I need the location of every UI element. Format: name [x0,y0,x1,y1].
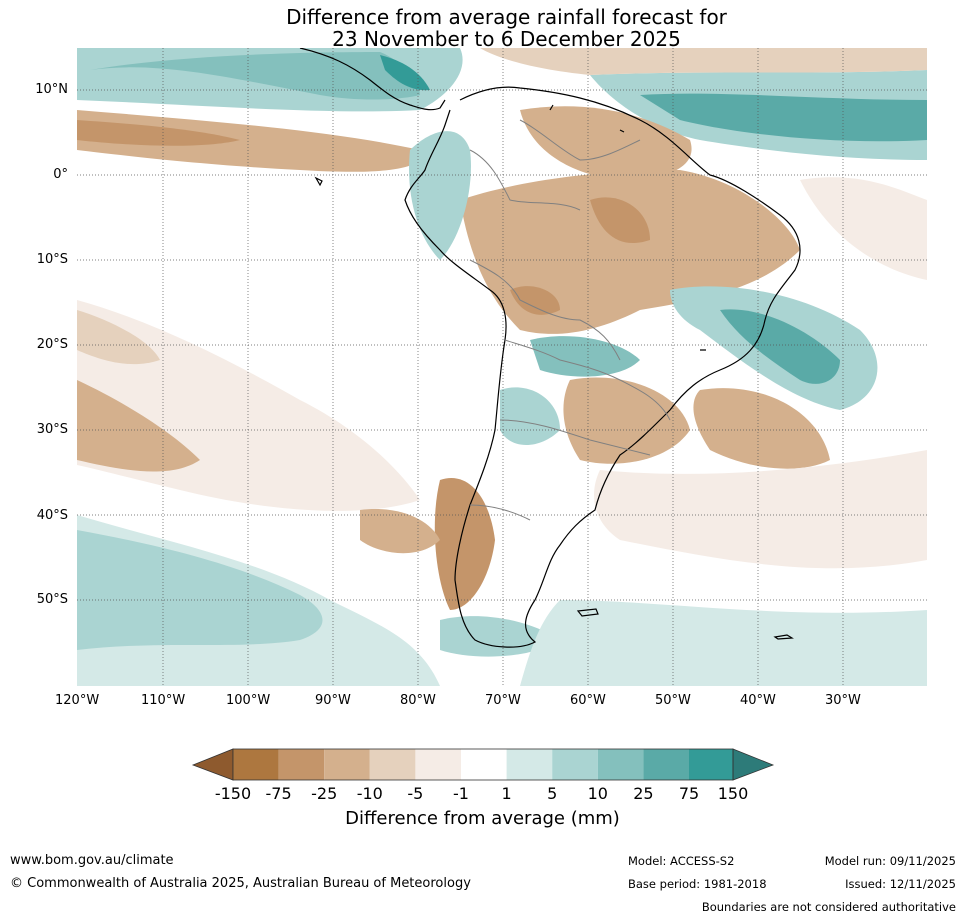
footer-model-run: Model run: 09/11/2025 [824,854,956,868]
footer-issued: Issued: 12/11/2025 [845,877,956,891]
lon-label: 110°W [141,693,186,708]
lon-label: 120°W [55,693,100,708]
lat-label: 40°S [36,508,68,523]
lon-label: 40°W [740,693,776,708]
lon-label: 70°W [485,693,521,708]
footer-url: www.bom.gov.au/climate [10,853,174,868]
colorbar-max-extend [732,748,775,781]
footer-disclaimer: Boundaries are not considered authoritat… [701,900,956,914]
lat-label: 10°N [35,82,68,97]
colorbar-title: Difference from average (mm) [345,808,620,829]
lon-label: 30°W [825,693,861,708]
lon-label: 60°W [570,693,606,708]
colorbar-tick-label: -25 [311,784,338,803]
colorbar-bin [552,749,598,780]
colorbar-tick-label: 25 [633,784,654,803]
colorbar [191,748,775,781]
colorbar-bin [278,749,325,780]
colorbar-tick-label: 10 [587,784,608,803]
colorbar-tick-label: 150 [717,784,749,803]
lon-label: 50°W [655,693,691,708]
colorbar-tick-label: 5 [547,784,558,803]
footer-model: Model: ACCESS-S2 [628,854,735,868]
colorbar-bin [643,749,689,780]
colorbar-outline [232,748,734,781]
colorbar-bin [597,749,644,780]
colorbar-tick-label: 1 [501,784,512,803]
lon-label: 100°W [226,693,271,708]
lat-label: 30°S [36,422,68,437]
graticule [77,48,927,686]
colorbar-min-extend [191,748,234,781]
lon-label: 80°W [400,693,436,708]
lat-label: 10°S [36,252,68,267]
lat-label: 20°S [36,337,68,352]
colorbar-bin [506,749,553,780]
colorbar-bin [689,749,733,780]
anomaly-field [77,48,927,686]
colorbar-tick-label: -5 [407,784,424,803]
lat-label: 50°S [36,592,68,607]
map-title-line1: Difference from average rainfall forecas… [286,5,727,29]
colorbar-tick-label: -150 [214,784,252,803]
colorbar-bin [324,749,370,780]
country-borders [469,119,671,521]
colorbar-tick-label: -10 [356,784,383,803]
colorbar-tick-label: -1 [453,784,469,803]
colorbar-bin [233,749,279,780]
map-title-line2: 23 November to 6 December 2025 [332,27,681,51]
coastline [299,48,801,648]
colorbar-bin [415,749,461,780]
lat-label: 0° [53,167,68,182]
colorbar-bin [461,749,507,780]
colorbar-tick-label: 75 [678,784,700,803]
footer-copyright: © Commonwealth of Australia 2025, Austra… [10,876,471,891]
colorbar-bin [369,749,416,780]
lon-label: 90°W [315,693,351,708]
footer-base-period: Base period: 1981-2018 [628,877,767,891]
colorbar-tick-label: -75 [265,784,292,803]
